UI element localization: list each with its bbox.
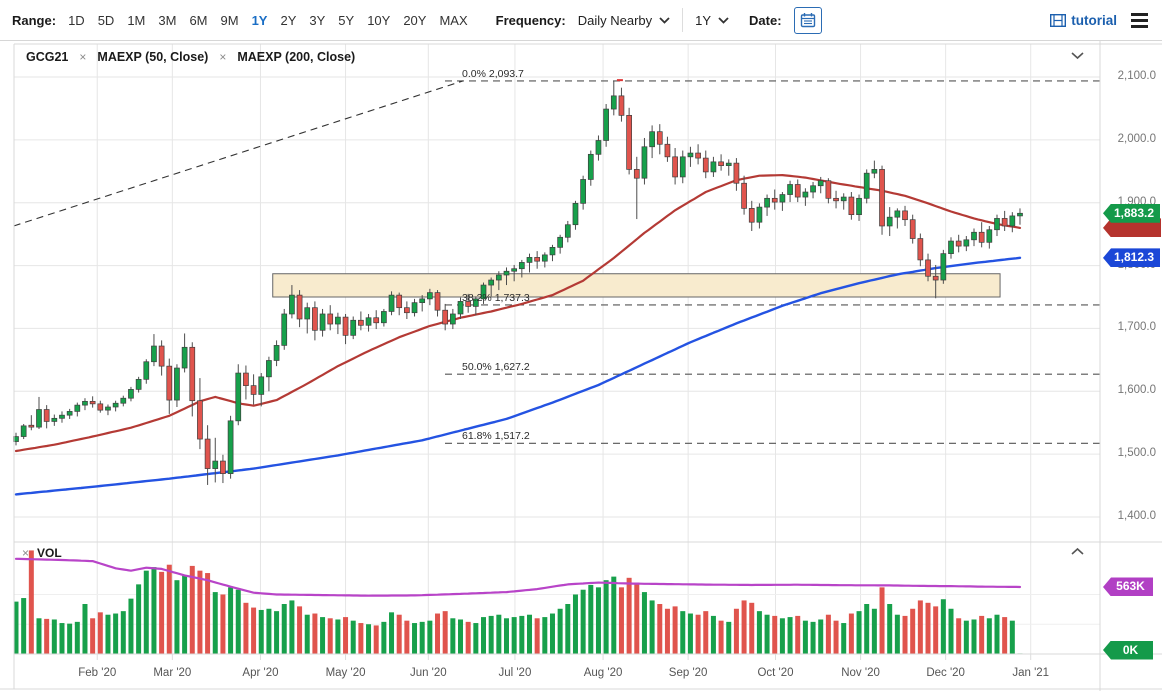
range-selector: 1D 5D 1M 3M 6M 9M 1Y 2Y 3Y 5Y 10Y 20Y MAX [68, 13, 468, 28]
range-option-1M[interactable]: 1M [127, 12, 146, 28]
frequency-select[interactable]: Daily Nearby [578, 13, 670, 28]
time-axis-tick: Sep '20 [668, 667, 708, 679]
range-option-3M[interactable]: 3M [158, 12, 177, 28]
fib-level-label: 50.0% 1,627.2 [462, 361, 530, 374]
remove-study-icon[interactable]: × [219, 50, 227, 64]
chevron-down-icon [1071, 52, 1084, 60]
price-axis-tick: 2,100.0 [1117, 70, 1156, 82]
tutorial-label: tutorial [1071, 12, 1117, 28]
range-label: Range: [12, 12, 57, 28]
last-volume-badge: 0K [1103, 640, 1153, 660]
range-option-1D[interactable]: 1D [68, 12, 85, 28]
ma200-price-badge: 1,812.3 [1103, 248, 1161, 268]
study-label-ma200: MAEXP (200, Close) [237, 50, 356, 64]
time-axis-tick: Jun '20 [409, 667, 447, 679]
symbol-label: GCG21 [26, 50, 69, 64]
fib-level-label: 61.8% 1,517.2 [462, 430, 530, 443]
volume-study-label: VOL [37, 546, 62, 560]
time-axis-tick: Jan '21 [1012, 667, 1050, 679]
toolbar-divider [682, 8, 684, 32]
range-option-5Y[interactable]: 5Y [338, 12, 355, 28]
main-chart-legend: GCG21 × MAEXP (50, Close) × MAEXP (200, … [26, 50, 355, 64]
chart-toolbar: Range: 1D 5D 1M 3M 6M 9M 1Y 2Y 3Y 5Y 10Y 20Y MAX Fre… [0, 0, 1162, 41]
chevron-up-icon [1071, 547, 1084, 555]
collapse-main-pane-button[interactable] [1070, 51, 1092, 69]
hamburger-icon [1131, 12, 1148, 16]
date-label: Date: [749, 12, 782, 28]
time-axis-tick: Apr '20 [242, 667, 279, 679]
chevron-down-icon [659, 16, 670, 24]
avg-volume-badge: 563K [1103, 577, 1153, 597]
time-axis-tick: Feb '20 [78, 667, 117, 679]
last-price-badge: 1,883.2 [1103, 203, 1161, 223]
volume-legend: × VOL [20, 546, 62, 560]
range-option-1Y[interactable]: 1Y [251, 12, 268, 28]
fib-level-label: 0.0% 2,093.7 [462, 67, 524, 80]
range-option-6M[interactable]: 6M [189, 12, 208, 28]
range-option-20Y[interactable]: 20Y [403, 12, 427, 28]
time-axis-tick: Oct '20 [757, 667, 794, 679]
remove-study-icon[interactable]: × [22, 546, 30, 560]
time-axis-tick: May '20 [325, 667, 366, 679]
time-axis-tick: Dec '20 [926, 667, 965, 679]
price-axis-tick: 1,400.0 [1117, 509, 1156, 522]
fib-level-label: 38.2% 1,737.3 [462, 291, 530, 304]
frequency-label: Frequency: [495, 12, 566, 28]
range-option-9M[interactable]: 9M [220, 12, 239, 28]
remove-study-icon[interactable]: × [79, 50, 87, 64]
period-select[interactable]: 1Y [695, 13, 729, 28]
date-picker-button[interactable] [793, 6, 822, 34]
collapse-volume-pane-button[interactable] [1070, 547, 1092, 565]
range-option-2Y[interactable]: 2Y [280, 12, 297, 28]
range-option-10Y[interactable]: 10Y [367, 12, 391, 28]
price-chart-svg [0, 41, 1162, 691]
range-option-3Y[interactable]: 3Y [309, 12, 326, 28]
price-axis-tick: 2,000.0 [1117, 132, 1156, 145]
study-label-ma50: MAEXP (50, Close) [97, 50, 209, 64]
price-axis-tick: 1,600.0 [1117, 384, 1156, 397]
tutorial-link[interactable]: tutorial [1050, 13, 1117, 28]
menu-button[interactable] [1129, 11, 1150, 30]
time-axis-tick: Mar '20 [153, 667, 192, 679]
price-axis-tick: 1,700.0 [1117, 321, 1156, 334]
calendar-icon [800, 13, 815, 28]
ma50-price-badge [1103, 218, 1161, 238]
tutorial-icon [1050, 13, 1067, 27]
price-axis-tick: 1,500.0 [1117, 447, 1156, 460]
time-axis-tick: Jul '20 [498, 667, 532, 679]
time-axis-tick: Aug '20 [583, 667, 623, 679]
frequency-value: Daily Nearby [577, 12, 653, 28]
range-option-5D[interactable]: 5D [97, 12, 115, 28]
range-option-MAX[interactable]: MAX [439, 12, 468, 28]
chart-widget: GCG21 × MAEXP (50, Close) × MAEXP (200, … [0, 41, 1162, 691]
time-axis-tick: Nov '20 [841, 667, 880, 679]
period-value: 1Y [695, 12, 712, 28]
chevron-down-icon [718, 16, 729, 24]
